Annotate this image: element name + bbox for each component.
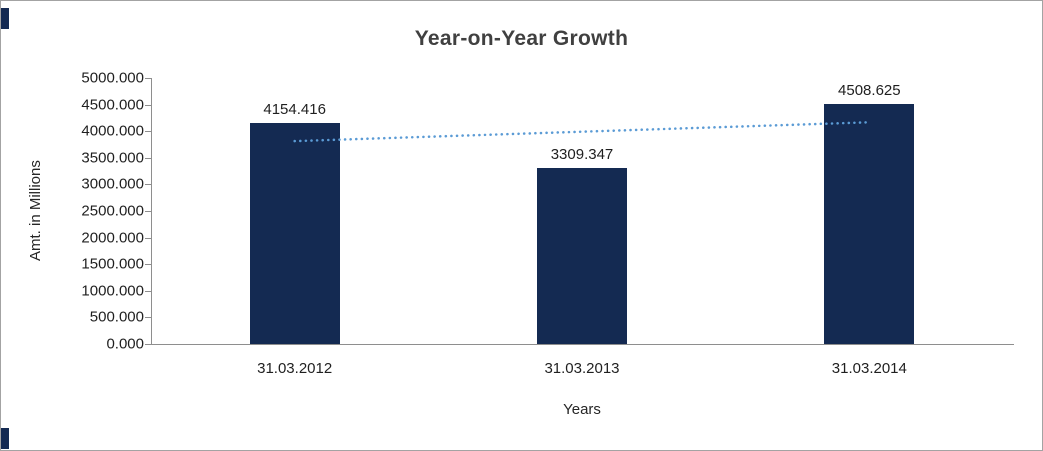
y-tick-mark [145, 264, 152, 266]
bar-31.03.2012 [249, 123, 340, 344]
left-edge-artifact-bottom [1, 428, 9, 449]
data-label-31.03.2012: 4154.416 [263, 101, 326, 118]
linear-trendline [293, 120, 871, 143]
y-tick-label: 3500.000 [81, 149, 144, 167]
y-tick-label: 4000.000 [81, 122, 144, 140]
y-axis-title: Amt. in Millions [27, 160, 44, 262]
y-tick-mark [145, 104, 152, 106]
y-tick-label: 0.000 [106, 335, 144, 353]
plot-area: 4154.416 3309.347 4508.625 [151, 78, 1013, 344]
data-label-31.03.2013: 3309.347 [550, 145, 614, 163]
y-tick-label: 5000.000 [81, 69, 144, 87]
y-tick-label: 3000.000 [81, 175, 144, 193]
y-tick-label: 500.000 [89, 308, 144, 326]
y-tick-label: 2500.000 [81, 202, 144, 220]
y-tick-mark [145, 211, 152, 212]
chart-title: Year-on-Year Growth [414, 27, 629, 50]
x-tick-label-31.03.2013: 31.03.2013 [544, 360, 620, 377]
y-tick-mark [145, 184, 152, 186]
bar-31.03.2013 [537, 167, 627, 344]
data-label-31.03.2014: 4508.625 [838, 82, 901, 100]
left-edge-artifact-top [1, 8, 9, 29]
y-tick-label: 1500.000 [81, 255, 144, 273]
y-tick-mark [145, 344, 152, 345]
y-tick-label: 4500.000 [81, 96, 144, 114]
x-axis-line [151, 344, 1014, 345]
y-tick-mark [145, 157, 152, 159]
y-tick-label: 1000.000 [81, 282, 144, 300]
y-tick-mark [145, 237, 152, 239]
y-tick-label: 2000.000 [81, 229, 144, 247]
y-tick-mark [145, 78, 152, 79]
x-tick-label-31.03.2014: 31.03.2014 [831, 360, 907, 377]
bar-31.03.2014 [824, 104, 915, 344]
y-tick-mark [145, 131, 152, 133]
x-tick-label-31.03.2012: 31.03.2012 [257, 360, 333, 377]
y-tick-mark [145, 290, 152, 292]
x-axis-title: Years [563, 401, 601, 418]
y-tick-mark [145, 317, 152, 319]
